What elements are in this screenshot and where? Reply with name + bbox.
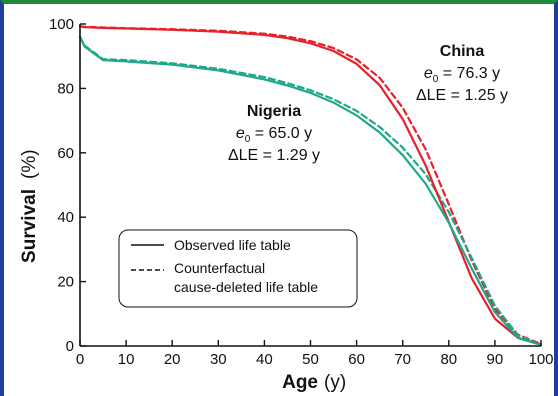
- x-tick-label: 80: [440, 351, 457, 368]
- x-tick-label: 100: [528, 351, 553, 368]
- x-axis-title: Age: [282, 372, 318, 393]
- x-tick-label: 20: [164, 351, 181, 368]
- y-tick-label: 0: [66, 338, 74, 355]
- x-tick-label: 70: [394, 351, 411, 368]
- y-axis-unit: (%): [19, 149, 40, 179]
- x-tick-label: 90: [487, 351, 504, 368]
- y-axis-title: Survival: [19, 189, 40, 263]
- y-tick-label: 100: [49, 16, 74, 33]
- series-layer: [78, 25, 543, 347]
- nigeria-dle-text: ΔLE = 1.29 y: [228, 147, 320, 164]
- nigeria-label: Nigeria: [247, 103, 301, 120]
- x-axis-unit: (y): [324, 372, 346, 393]
- y-tick-label: 80: [57, 80, 74, 97]
- y-tick-label: 20: [57, 274, 74, 291]
- x-tick-label: 40: [256, 351, 273, 368]
- x-tick-label: 60: [348, 351, 365, 368]
- survival-chart: 0 10 20 30 40 50 60 70 80 90 100 0 20 40 60 80 100 Age (…: [19, 16, 554, 393]
- x-tick-label: 30: [210, 351, 227, 368]
- x-tick-label: 0: [76, 351, 84, 368]
- x-tick-label: 10: [118, 351, 135, 368]
- y-tick-label: 60: [57, 145, 74, 162]
- china-dle-text: ΔLE = 1.25 y: [416, 87, 508, 104]
- nigeria-annotation: Nigeria e0 = 65.0 y ΔLE = 1.29 y: [228, 103, 320, 164]
- x-tick-label: 50: [302, 351, 319, 368]
- china-observed-line: [78, 25, 543, 346]
- legend-counterfactual-label-line1: Counterfactual: [174, 260, 265, 276]
- nigeria-counterfactual-line: [78, 35, 543, 346]
- legend: Observed life table Counterfactual cause…: [118, 229, 358, 308]
- ticks-layer: 0 10 20 30 40 50 60 70 80 90 100 0 20 40 60 80 100: [49, 16, 554, 368]
- nigeria-observed-line: [78, 35, 543, 347]
- china-label: China: [440, 43, 485, 60]
- legend-observed-label: Observed life table: [174, 237, 291, 253]
- legend-box: [118, 229, 358, 308]
- legend-counterfactual-label-line2: cause-deleted life table: [174, 279, 318, 295]
- china-e0-text: e0 = 76.3 y: [424, 65, 500, 85]
- y-tick-label: 40: [57, 209, 74, 226]
- china-annotation: China e0 = 76.3 y ΔLE = 1.25 y: [416, 43, 508, 104]
- nigeria-e0-text: e0 = 65.0 y: [236, 125, 312, 145]
